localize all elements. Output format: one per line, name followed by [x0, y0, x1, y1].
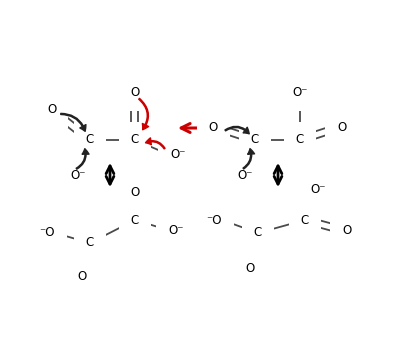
Text: C: C: [86, 134, 94, 146]
Text: O⁻: O⁻: [70, 169, 85, 183]
FancyArrowPatch shape: [61, 113, 86, 131]
Text: O⁻: O⁻: [292, 87, 307, 99]
FancyArrowPatch shape: [76, 149, 89, 169]
FancyArrowPatch shape: [145, 138, 165, 149]
Text: O: O: [336, 121, 345, 135]
Text: O: O: [130, 87, 139, 99]
Text: C: C: [295, 134, 303, 146]
FancyArrowPatch shape: [243, 149, 254, 169]
Text: C: C: [250, 134, 258, 146]
Text: C: C: [130, 134, 139, 146]
Text: C: C: [300, 214, 308, 226]
Text: C: C: [130, 214, 139, 226]
Text: C: C: [86, 237, 94, 249]
Text: O: O: [47, 103, 56, 117]
Text: O: O: [341, 223, 350, 237]
Text: O: O: [245, 262, 254, 274]
FancyArrowPatch shape: [224, 126, 249, 134]
Text: ⁻O: ⁻O: [206, 214, 222, 226]
Text: O⁻: O⁻: [168, 223, 183, 237]
Text: O⁻: O⁻: [309, 184, 325, 196]
Text: O⁻: O⁻: [237, 169, 252, 183]
Text: O: O: [77, 269, 86, 283]
Text: O: O: [130, 187, 139, 199]
Text: O: O: [208, 121, 217, 135]
Text: O⁻: O⁻: [170, 148, 185, 162]
FancyArrowPatch shape: [139, 98, 148, 130]
Text: ⁻O: ⁻O: [39, 226, 55, 240]
Text: C: C: [253, 226, 262, 240]
